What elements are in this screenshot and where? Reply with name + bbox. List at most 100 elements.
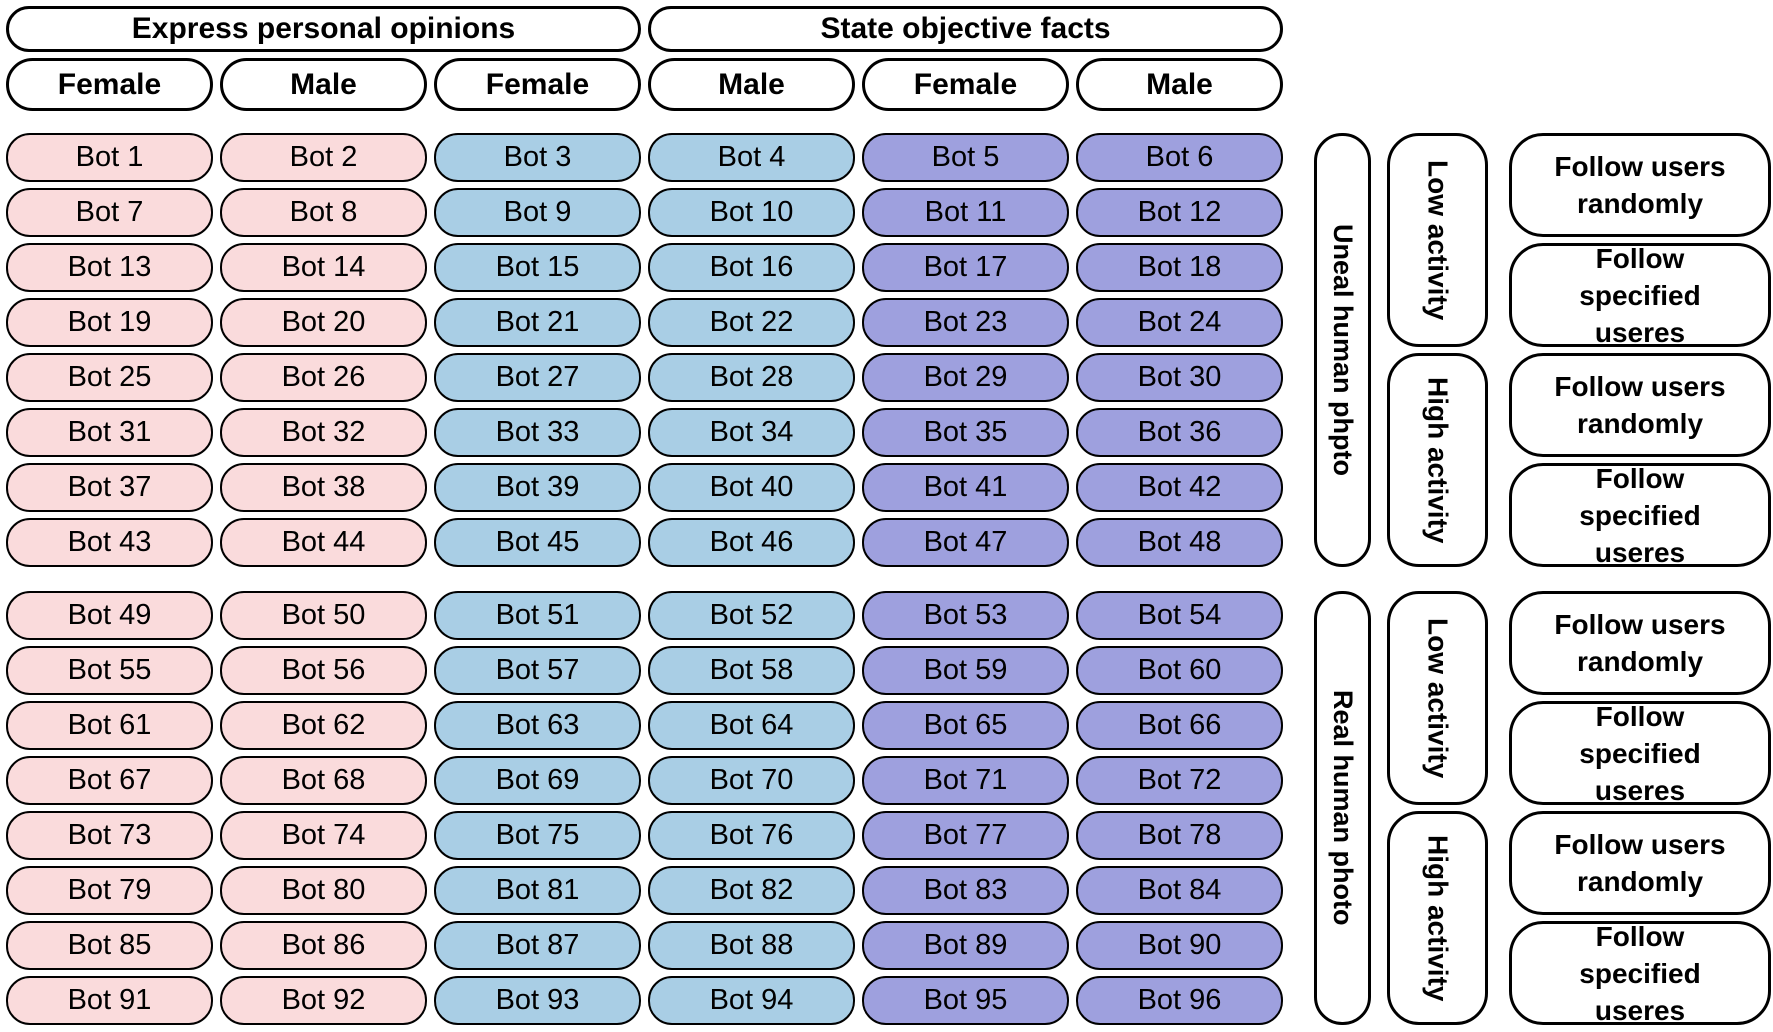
bot-pill: Bot 45 [434,518,641,567]
top-header-0: Express personal opinions [6,6,641,52]
bot-pill: Bot 62 [220,701,427,750]
bot-pill: Bot 1 [6,133,213,182]
bot-pill: Bot 17 [862,243,1069,292]
bot-pill: Bot 24 [1076,298,1283,347]
bot-pill: Bot 13 [6,243,213,292]
top-header-1: State objective facts [648,6,1283,52]
bot-pill: Bot 82 [648,866,855,915]
bot-pill: Bot 85 [6,921,213,970]
bot-pill: Bot 59 [862,646,1069,695]
bot-pill: Bot 25 [6,353,213,402]
bot-pill: Bot 5 [862,133,1069,182]
bot-pill: Bot 4 [648,133,855,182]
bot-pill: Bot 22 [648,298,855,347]
bot-pill: Bot 31 [6,408,213,457]
bot-pill: Bot 67 [6,756,213,805]
bot-pill: Bot 68 [220,756,427,805]
bot-pill: Bot 91 [6,976,213,1025]
follow-strategy-label: Follow specified useres [1509,921,1771,1026]
bot-grid: Express personal opinions State objective… [6,6,1283,1025]
bot-pill: Bot 33 [434,408,641,457]
bot-pill: Bot 63 [434,701,641,750]
follow-strategy-label: Follow specified useres [1509,701,1771,806]
activity-label: High activity [1387,811,1488,1025]
bot-pill: Bot 49 [6,591,213,640]
bot-pill: Bot 6 [1076,133,1283,182]
bot-pill: Bot 20 [220,298,427,347]
bot-pill: Bot 83 [862,866,1069,915]
bot-pill: Bot 55 [6,646,213,695]
bot-pill: Bot 69 [434,756,641,805]
bot-pill: Bot 76 [648,811,855,860]
bot-pill: Bot 3 [434,133,641,182]
gender-header: Male [220,58,427,111]
bot-pill: Bot 57 [434,646,641,695]
bot-pill: Bot 51 [434,591,641,640]
follow-strategy-label: Follow users randomly [1509,591,1771,695]
gender-header: Female [434,58,641,111]
gender-header: Male [1076,58,1283,111]
bot-pill: Bot 42 [1076,463,1283,512]
bot-pill: Bot 12 [1076,188,1283,237]
bot-pill: Bot 18 [1076,243,1283,292]
bot-pill: Bot 87 [434,921,641,970]
bot-pill: Bot 60 [1076,646,1283,695]
bot-pill: Bot 28 [648,353,855,402]
bot-pill: Bot 81 [434,866,641,915]
bot-pill: Bot 36 [1076,408,1283,457]
bot-pill: Bot 34 [648,408,855,457]
follow-strategy-label: Follow users randomly [1509,353,1771,457]
bot-pill: Bot 58 [648,646,855,695]
bot-pill: Bot 48 [1076,518,1283,567]
bot-pill: Bot 73 [6,811,213,860]
bot-pill: Bot 40 [648,463,855,512]
bot-pill: Bot 16 [648,243,855,292]
bot-pill: Bot 74 [220,811,427,860]
bot-pill: Bot 53 [862,591,1069,640]
bot-pill: Bot 43 [6,518,213,567]
bot-pill: Bot 46 [648,518,855,567]
bot-pill: Bot 64 [648,701,855,750]
follow-strategy-label: Follow users randomly [1509,811,1771,915]
follow-strategy-label: Follow users randomly [1509,133,1771,237]
bot-pill: Bot 19 [6,298,213,347]
bot-pill: Bot 54 [1076,591,1283,640]
bot-pill: Bot 23 [862,298,1069,347]
bot-pill: Bot 7 [6,188,213,237]
bot-pill: Bot 15 [434,243,641,292]
bot-pill: Bot 39 [434,463,641,512]
right-panel: Uneal human phpto Low activity Follow user… [1314,133,1771,1026]
bot-pill: Bot 8 [220,188,427,237]
bot-pill: Bot 47 [862,518,1069,567]
bot-pill: Bot 11 [862,188,1069,237]
activity-label: Low activity [1387,591,1488,805]
bot-pill: Bot 56 [220,646,427,695]
bot-pill: Bot 86 [220,921,427,970]
bot-pill: Bot 93 [434,976,641,1025]
bot-pill: Bot 95 [862,976,1069,1025]
bot-pill: Bot 88 [648,921,855,970]
follow-strategy-label: Follow specified useres [1509,243,1771,348]
bot-pill: Bot 77 [862,811,1069,860]
bot-pill: Bot 80 [220,866,427,915]
bot-pill: Bot 65 [862,701,1069,750]
bot-pill: Bot 32 [220,408,427,457]
bot-pill: Bot 84 [1076,866,1283,915]
bot-pill: Bot 26 [220,353,427,402]
bot-pill: Bot 14 [220,243,427,292]
bot-pill: Bot 78 [1076,811,1283,860]
photo-group-label: Uneal human phpto [1314,133,1371,567]
bot-pill: Bot 29 [862,353,1069,402]
gender-header: Female [6,58,213,111]
follow-strategy-label: Follow specified useres [1509,463,1771,568]
bot-pill: Bot 96 [1076,976,1283,1025]
bot-pill: Bot 61 [6,701,213,750]
bot-pill: Bot 89 [862,921,1069,970]
bot-pill: Bot 27 [434,353,641,402]
bot-pill: Bot 50 [220,591,427,640]
bot-pill: Bot 9 [434,188,641,237]
bot-pill: Bot 52 [648,591,855,640]
bot-pill: Bot 75 [434,811,641,860]
bot-pill: Bot 94 [648,976,855,1025]
